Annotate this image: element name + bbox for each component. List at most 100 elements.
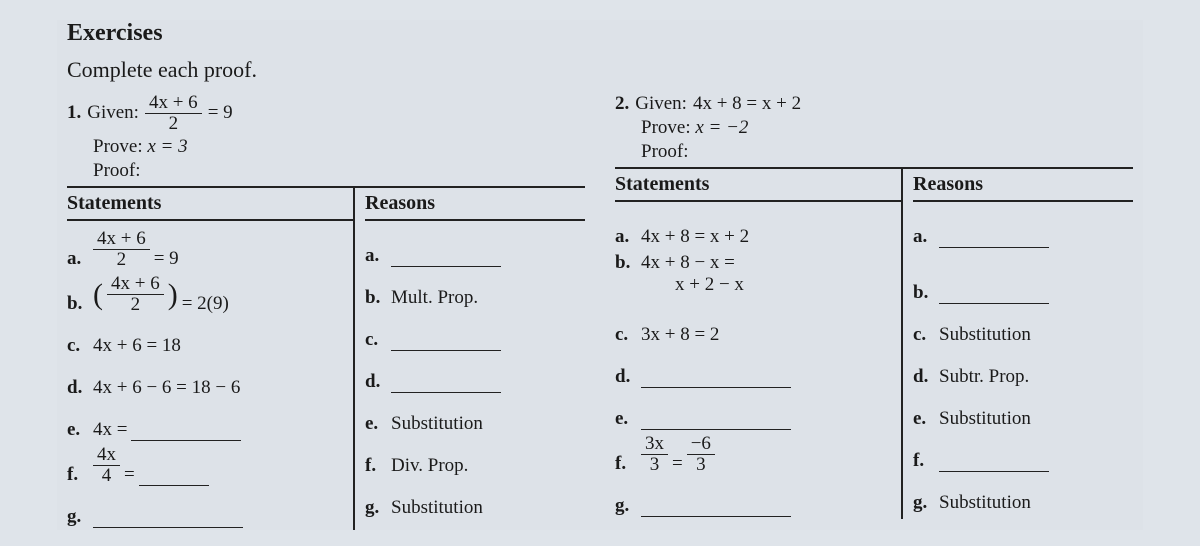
- row-label-f: f.: [913, 450, 939, 472]
- p2-row-f-reason: f.: [913, 432, 1133, 474]
- p1-row-g-stmt: g.: [67, 488, 353, 530]
- p2-f-l-den: 3: [646, 455, 664, 475]
- p1-a-den: 2: [113, 250, 131, 270]
- p1-row-e-stmt: e. 4x =: [67, 401, 353, 443]
- p1-g-reason: Substitution: [391, 497, 585, 519]
- p2-f-frac-l: 3x 3: [641, 434, 668, 475]
- p1-b-eq: = 2(9): [182, 293, 229, 315]
- blank-input[interactable]: [641, 414, 791, 430]
- p2-row-e-reason: e. Substitution: [913, 390, 1133, 432]
- p2-reasons-col: Reasons a. b. c. Substitution d.: [901, 167, 1133, 519]
- p1-prove: Prove: x = 3: [67, 136, 585, 158]
- p1-proof-table: Statements a. 4x + 6 2 = 9 b.: [67, 186, 585, 530]
- p2-a-text: 4x + 8 = x + 2: [641, 226, 901, 248]
- p2-row-d-stmt: d.: [615, 348, 901, 390]
- p2-f-eq: =: [672, 453, 683, 475]
- row-label-f: f.: [365, 455, 391, 477]
- row-label-c: c.: [913, 324, 939, 346]
- p1-f-den: 4: [98, 466, 116, 486]
- row-label-a: a.: [615, 226, 641, 248]
- p2-row-a-stmt: a. 4x + 8 = x + 2: [615, 208, 901, 250]
- problem-2: 2. Given: 4x + 8 = x + 2 Prove: x = −2 P…: [615, 93, 1133, 530]
- row-label-f: f.: [615, 453, 641, 475]
- p1-b-den: 2: [127, 295, 145, 315]
- blank-input[interactable]: [391, 251, 501, 267]
- p2-row-g-reason: g. Substitution: [913, 474, 1133, 516]
- p1-given-denom: 2: [165, 114, 183, 134]
- blank-input[interactable]: [139, 470, 209, 486]
- p1-row-f-reason: f. Div. Prop.: [365, 437, 585, 479]
- p1-a-num: 4x + 6: [93, 229, 150, 250]
- row-label-d: d.: [615, 366, 641, 388]
- p1-given-eq: = 9: [208, 102, 233, 124]
- p1-row-d-stmt: d. 4x + 6 − 6 = 18 − 6: [67, 359, 353, 401]
- blank-input[interactable]: [641, 501, 791, 517]
- p2-e-reason: Substitution: [939, 408, 1133, 430]
- blank-input[interactable]: [939, 456, 1049, 472]
- p2-row-c-reason: c. Substitution: [913, 306, 1133, 348]
- p1-e-pre: 4x =: [93, 419, 127, 441]
- p2-f-l-num: 3x: [641, 434, 668, 455]
- p2-proof-label: Proof:: [615, 141, 1133, 163]
- lparen-icon: (: [93, 283, 103, 307]
- p1-row-e-reason: e. Substitution: [365, 395, 585, 437]
- blank-input[interactable]: [93, 512, 243, 528]
- p1-b-frac: 4x + 6 2: [107, 274, 164, 315]
- row-label-b: b.: [913, 282, 939, 304]
- statements-header: Statements: [615, 169, 901, 202]
- p1-b-reason: Mult. Prop.: [391, 287, 585, 309]
- row-label-e: e.: [67, 419, 93, 441]
- p1-e-reason: Substitution: [391, 413, 585, 435]
- p2-d-reason: Subtr. Prop.: [939, 366, 1133, 388]
- p1-f-eq: =: [124, 464, 135, 486]
- p1-row-a-reason: a.: [365, 227, 585, 269]
- row-label-b: b.: [615, 252, 641, 274]
- blank-input[interactable]: [391, 377, 501, 393]
- p2-prove-text: x = −2: [695, 117, 748, 138]
- row-label-b: b.: [365, 287, 391, 309]
- p2-f-r-den: 3: [692, 455, 710, 475]
- p1-row-d-reason: d.: [365, 353, 585, 395]
- p1-row-c-reason: c.: [365, 311, 585, 353]
- problem-columns: 1. Given: 4x + 6 2 = 9 Prove: x = 3 Proo…: [67, 93, 1133, 530]
- blank-input[interactable]: [939, 232, 1049, 248]
- blank-input[interactable]: [131, 425, 241, 441]
- p2-statements-col: Statements a. 4x + 8 = x + 2 b. 4x + 8 −…: [615, 167, 901, 519]
- p2-row-b-stmt: b. 4x + 8 − x = x + 2 − x: [615, 250, 901, 306]
- row-label-e: e.: [913, 408, 939, 430]
- p1-number: 1.: [67, 102, 81, 124]
- row-label-c: c.: [615, 324, 641, 346]
- row-label-a: a.: [67, 248, 93, 270]
- row-label-g: g.: [615, 495, 641, 517]
- row-label-b: b.: [67, 293, 93, 315]
- p2-f-frac-r: −6 3: [687, 434, 715, 475]
- row-label-f: f.: [67, 464, 93, 486]
- row-label-e: e.: [365, 413, 391, 435]
- row-label-g: g.: [365, 497, 391, 519]
- p1-a-eq: = 9: [154, 248, 179, 270]
- prove-label: Prove:: [641, 117, 691, 138]
- p1-f-num: 4x: [93, 445, 120, 466]
- p1-given-line: 1. Given: 4x + 6 2 = 9: [67, 93, 585, 134]
- row-label-e: e.: [615, 408, 641, 430]
- reasons-header: Reasons: [365, 188, 585, 221]
- p1-row-c-stmt: c. 4x + 6 = 18: [67, 317, 353, 359]
- p1-statements-col: Statements a. 4x + 6 2 = 9 b.: [67, 186, 353, 530]
- row-label-a: a.: [365, 245, 391, 267]
- blank-input[interactable]: [641, 372, 791, 388]
- p2-row-g-stmt: g.: [615, 477, 901, 519]
- p2-b-line2: x + 2 − x: [615, 274, 744, 296]
- p1-row-b-stmt: b. ( 4x + 6 2 ) = 2(9): [67, 272, 353, 317]
- given-label: Given:: [635, 93, 687, 115]
- statements-header: Statements: [67, 188, 353, 221]
- p2-row-f-stmt: f. 3x 3 = −6 3: [615, 432, 901, 477]
- p1-d-text: 4x + 6 − 6 = 18 − 6: [93, 377, 353, 399]
- blank-input[interactable]: [939, 288, 1049, 304]
- row-label-g: g.: [67, 506, 93, 528]
- blank-input[interactable]: [391, 335, 501, 351]
- p2-number: 2.: [615, 93, 629, 115]
- p1-row-b-reason: b. Mult. Prop.: [365, 269, 585, 311]
- p2-proof-table: Statements a. 4x + 8 = x + 2 b. 4x + 8 −…: [615, 167, 1133, 519]
- p2-prove: Prove: x = −2: [615, 117, 1133, 139]
- given-label: Given:: [87, 102, 139, 124]
